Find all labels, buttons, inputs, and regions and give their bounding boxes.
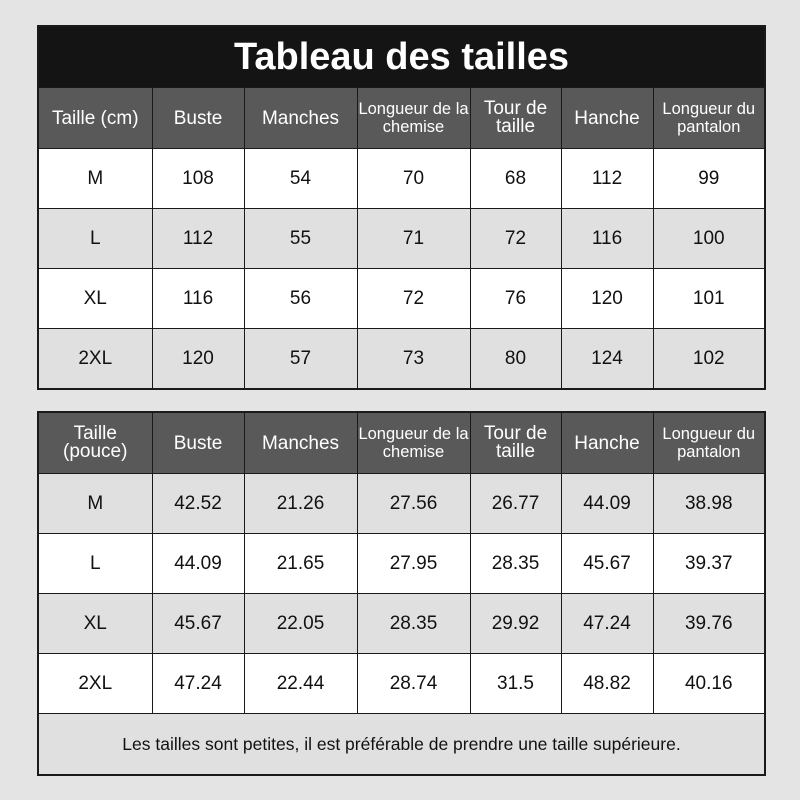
value-cell: 21.65 <box>243 533 358 594</box>
header-row: Taille (cm) Buste Manches Longueur de la ch… <box>37 87 766 149</box>
value-cell: 45.67 <box>560 533 654 594</box>
value-cell: 42.52 <box>151 473 245 534</box>
column-header: Tour de taille <box>469 411 562 474</box>
value-cell: 44.09 <box>560 473 654 534</box>
column-header: Taille (cm) <box>37 87 153 149</box>
column-header: Longueur du pantalon <box>652 411 766 474</box>
size-table-inch: Taille (pouce) Buste Manches Longueur de la… <box>37 411 766 776</box>
value-cell: 57 <box>243 328 358 390</box>
value-cell: 116 <box>560 208 654 269</box>
table-row: M 42.52 21.26 27.56 26.77 44.09 38.98 <box>37 473 766 534</box>
column-header: Taille (pouce) <box>37 411 153 474</box>
value-cell: 28.35 <box>469 533 562 594</box>
value-cell: 27.95 <box>356 533 471 594</box>
value-cell: 120 <box>151 328 245 390</box>
value-cell: 39.37 <box>652 533 766 594</box>
value-cell: 45.67 <box>151 593 245 654</box>
header-row: Taille (pouce) Buste Manches Longueur de la… <box>37 411 766 474</box>
value-cell: 44.09 <box>151 533 245 594</box>
value-cell: 68 <box>469 148 562 209</box>
size-cell: L <box>37 533 153 594</box>
value-cell: 54 <box>243 148 358 209</box>
value-cell: 71 <box>356 208 471 269</box>
column-header: Longueur du pantalon <box>652 87 766 149</box>
value-cell: 26.77 <box>469 473 562 534</box>
value-cell: 72 <box>356 268 471 329</box>
value-cell: 101 <box>652 268 766 329</box>
table-row: XL 116 56 72 76 120 101 <box>37 268 766 329</box>
value-cell: 22.44 <box>243 653 358 714</box>
size-cell: 2XL <box>37 328 153 390</box>
size-cell: XL <box>37 268 153 329</box>
column-header: Hanche <box>560 87 654 149</box>
column-header: Longueur de la chemise <box>356 87 471 149</box>
value-cell: 55 <box>243 208 358 269</box>
value-cell: 99 <box>652 148 766 209</box>
value-cell: 124 <box>560 328 654 390</box>
value-cell: 56 <box>243 268 358 329</box>
value-cell: 21.26 <box>243 473 358 534</box>
value-cell: 27.56 <box>356 473 471 534</box>
size-cell: M <box>37 473 153 534</box>
value-cell: 31.5 <box>469 653 562 714</box>
value-cell: 112 <box>560 148 654 209</box>
value-cell: 47.24 <box>560 593 654 654</box>
value-cell: 76 <box>469 268 562 329</box>
value-cell: 40.16 <box>652 653 766 714</box>
size-cell: M <box>37 148 153 209</box>
value-cell: 38.98 <box>652 473 766 534</box>
column-header: Tour de taille <box>469 87 562 149</box>
value-cell: 80 <box>469 328 562 390</box>
value-cell: 70 <box>356 148 471 209</box>
value-cell: 47.24 <box>151 653 245 714</box>
value-cell: 39.76 <box>652 593 766 654</box>
table-row: 2XL 47.24 22.44 28.74 31.5 48.82 40.16 <box>37 653 766 714</box>
value-cell: 102 <box>652 328 766 390</box>
value-cell: 22.05 <box>243 593 358 654</box>
size-cell: 2XL <box>37 653 153 714</box>
size-cell: L <box>37 208 153 269</box>
size-cell: XL <box>37 593 153 654</box>
value-cell: 73 <box>356 328 471 390</box>
column-header: Buste <box>151 87 245 149</box>
value-cell: 72 <box>469 208 562 269</box>
column-header: Manches <box>243 87 358 149</box>
table-row: 2XL 120 57 73 80 124 102 <box>37 328 766 390</box>
column-header: Hanche <box>560 411 654 474</box>
value-cell: 29.92 <box>469 593 562 654</box>
value-cell: 120 <box>560 268 654 329</box>
value-cell: 108 <box>151 148 245 209</box>
table-row: M 108 54 70 68 112 99 <box>37 148 766 209</box>
column-header: Manches <box>243 411 358 474</box>
column-header: Longueur de la chemise <box>356 411 471 474</box>
value-cell: 28.74 <box>356 653 471 714</box>
value-cell: 112 <box>151 208 245 269</box>
table-row: L 44.09 21.65 27.95 28.35 45.67 39.37 <box>37 533 766 594</box>
value-cell: 116 <box>151 268 245 329</box>
table-row: L 112 55 71 72 116 100 <box>37 208 766 269</box>
value-cell: 48.82 <box>560 653 654 714</box>
value-cell: 28.35 <box>356 593 471 654</box>
chart-title: Tableau des tailles <box>37 25 766 88</box>
size-table-cm: Tableau des tailles Taille (cm) Buste Manc… <box>37 25 767 390</box>
size-note: Les tailles sont petites, il est préféra… <box>37 713 766 776</box>
column-header: Buste <box>151 411 245 474</box>
table-row: XL 45.67 22.05 28.35 29.92 47.24 39.76 <box>37 593 766 654</box>
value-cell: 100 <box>652 208 766 269</box>
